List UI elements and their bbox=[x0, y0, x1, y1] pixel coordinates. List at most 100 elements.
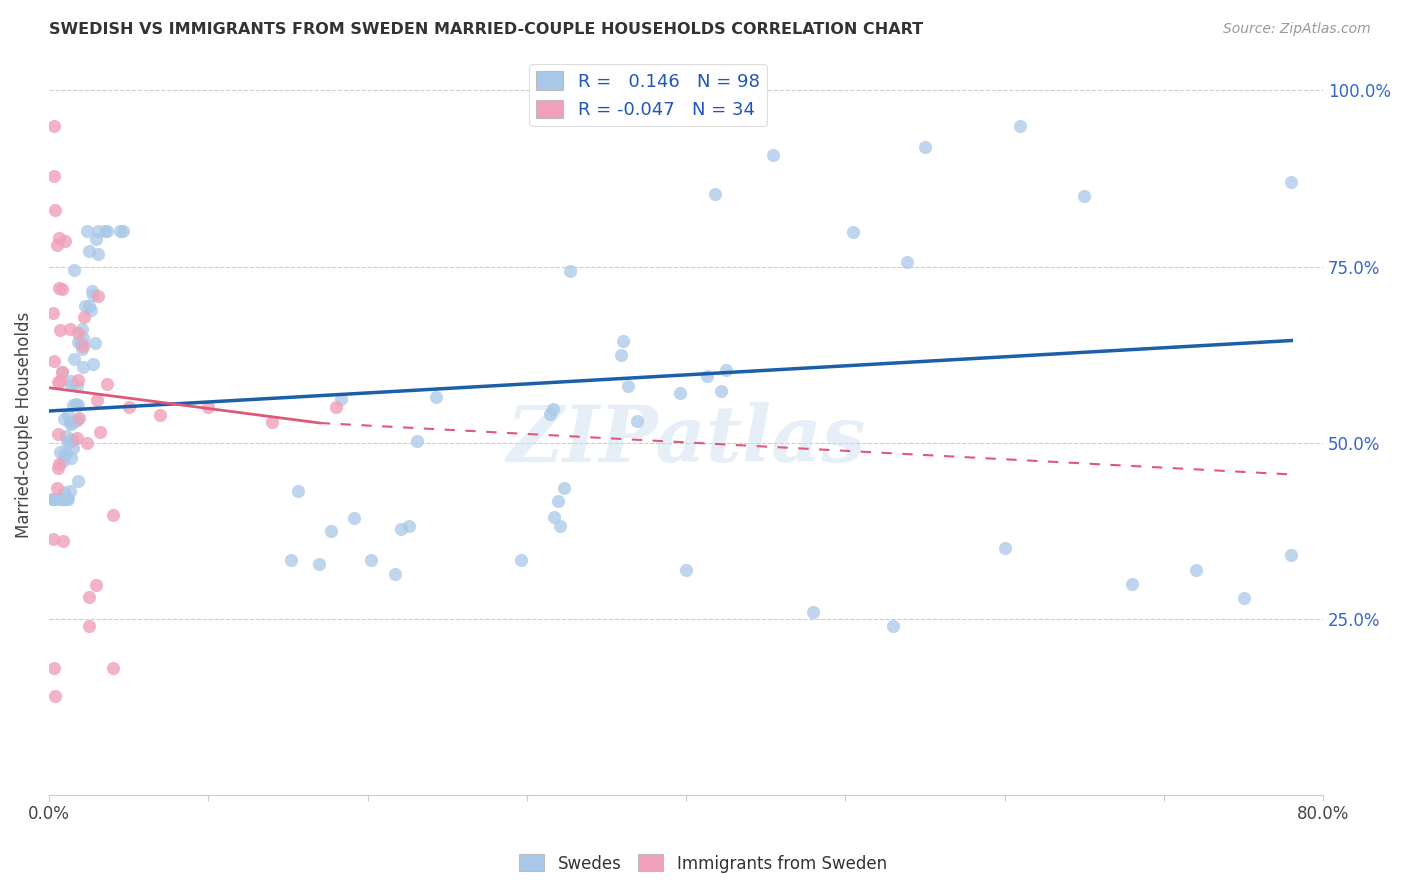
Point bbox=[96, 376, 118, 391]
Point bbox=[66, 379, 89, 393]
Point bbox=[89, 425, 111, 439]
Legend: R =   0.146   N = 98, R = -0.047   N = 34: R = 0.146 N = 98, R = -0.047 N = 34 bbox=[529, 64, 766, 127]
Point bbox=[896, 255, 918, 269]
Point bbox=[44, 690, 66, 704]
Legend: Swedes, Immigrants from Sweden: Swedes, Immigrants from Sweden bbox=[513, 847, 893, 880]
Point bbox=[51, 365, 73, 379]
Point bbox=[94, 224, 117, 238]
Point bbox=[96, 224, 118, 238]
Point bbox=[1279, 549, 1302, 563]
Point bbox=[612, 334, 634, 348]
Point bbox=[59, 417, 82, 432]
Point bbox=[58, 484, 80, 499]
Point bbox=[319, 524, 342, 539]
Point bbox=[384, 566, 406, 581]
Point bbox=[108, 224, 131, 238]
Point bbox=[53, 492, 76, 507]
Point bbox=[70, 336, 93, 351]
Point bbox=[63, 352, 86, 367]
Point bbox=[48, 427, 70, 442]
Point bbox=[49, 492, 72, 507]
Point bbox=[79, 244, 101, 259]
Point bbox=[67, 373, 90, 387]
Point bbox=[425, 390, 447, 404]
Point bbox=[669, 386, 692, 401]
Point bbox=[53, 234, 76, 248]
Point bbox=[65, 397, 87, 411]
Point bbox=[543, 510, 565, 524]
Point bbox=[803, 605, 825, 619]
Point bbox=[1184, 563, 1206, 577]
Point bbox=[84, 232, 107, 246]
Point bbox=[260, 415, 283, 429]
Point bbox=[547, 494, 569, 508]
Point bbox=[59, 322, 82, 336]
Point bbox=[914, 140, 936, 154]
Point bbox=[67, 410, 90, 425]
Point bbox=[59, 377, 82, 392]
Point bbox=[329, 392, 352, 406]
Point bbox=[63, 414, 86, 428]
Point bbox=[101, 661, 124, 675]
Point bbox=[1073, 189, 1095, 203]
Point bbox=[41, 492, 63, 507]
Point bbox=[42, 533, 65, 547]
Point bbox=[66, 431, 89, 445]
Point bbox=[42, 119, 65, 133]
Point bbox=[80, 303, 103, 318]
Point bbox=[49, 323, 72, 337]
Point bbox=[70, 342, 93, 356]
Point bbox=[59, 374, 82, 388]
Point bbox=[52, 485, 75, 500]
Point bbox=[87, 224, 110, 238]
Point bbox=[66, 326, 89, 341]
Point bbox=[1279, 175, 1302, 189]
Text: ZIPatlas: ZIPatlas bbox=[506, 401, 866, 478]
Point bbox=[60, 433, 83, 447]
Point bbox=[308, 557, 330, 571]
Point bbox=[280, 553, 302, 567]
Point bbox=[86, 577, 108, 591]
Point bbox=[48, 281, 70, 295]
Point bbox=[72, 321, 94, 335]
Point bbox=[49, 492, 72, 507]
Point bbox=[595, 104, 617, 119]
Point bbox=[59, 416, 82, 430]
Point bbox=[842, 225, 865, 239]
Y-axis label: Married-couple Households: Married-couple Households bbox=[15, 312, 32, 538]
Point bbox=[46, 375, 69, 389]
Point bbox=[52, 412, 75, 426]
Text: Source: ZipAtlas.com: Source: ZipAtlas.com bbox=[1223, 22, 1371, 37]
Point bbox=[84, 335, 107, 350]
Point bbox=[44, 353, 66, 368]
Text: SWEDISH VS IMMIGRANTS FROM SWEDEN MARRIED-COUPLE HOUSEHOLDS CORRELATION CHART: SWEDISH VS IMMIGRANTS FROM SWEDEN MARRIE… bbox=[49, 22, 924, 37]
Point bbox=[710, 384, 733, 399]
Point bbox=[149, 408, 172, 422]
Point bbox=[42, 169, 65, 183]
Point bbox=[558, 264, 581, 278]
Point bbox=[55, 446, 77, 460]
Point bbox=[62, 441, 84, 455]
Point bbox=[76, 436, 98, 450]
Point bbox=[72, 360, 94, 375]
Point bbox=[51, 492, 73, 507]
Point bbox=[1121, 576, 1143, 591]
Point bbox=[86, 247, 108, 261]
Point bbox=[56, 435, 79, 450]
Point bbox=[398, 519, 420, 533]
Point bbox=[51, 282, 73, 296]
Point bbox=[42, 492, 65, 507]
Point bbox=[626, 414, 648, 428]
Point bbox=[42, 306, 65, 320]
Point bbox=[67, 397, 90, 411]
Point bbox=[1232, 591, 1254, 605]
Point bbox=[55, 429, 77, 443]
Point bbox=[541, 402, 564, 417]
Point bbox=[76, 224, 98, 238]
Point bbox=[510, 552, 533, 566]
Point bbox=[59, 451, 82, 466]
Point bbox=[75, 299, 97, 313]
Point bbox=[389, 522, 412, 536]
Point bbox=[538, 407, 561, 421]
Point bbox=[53, 448, 76, 462]
